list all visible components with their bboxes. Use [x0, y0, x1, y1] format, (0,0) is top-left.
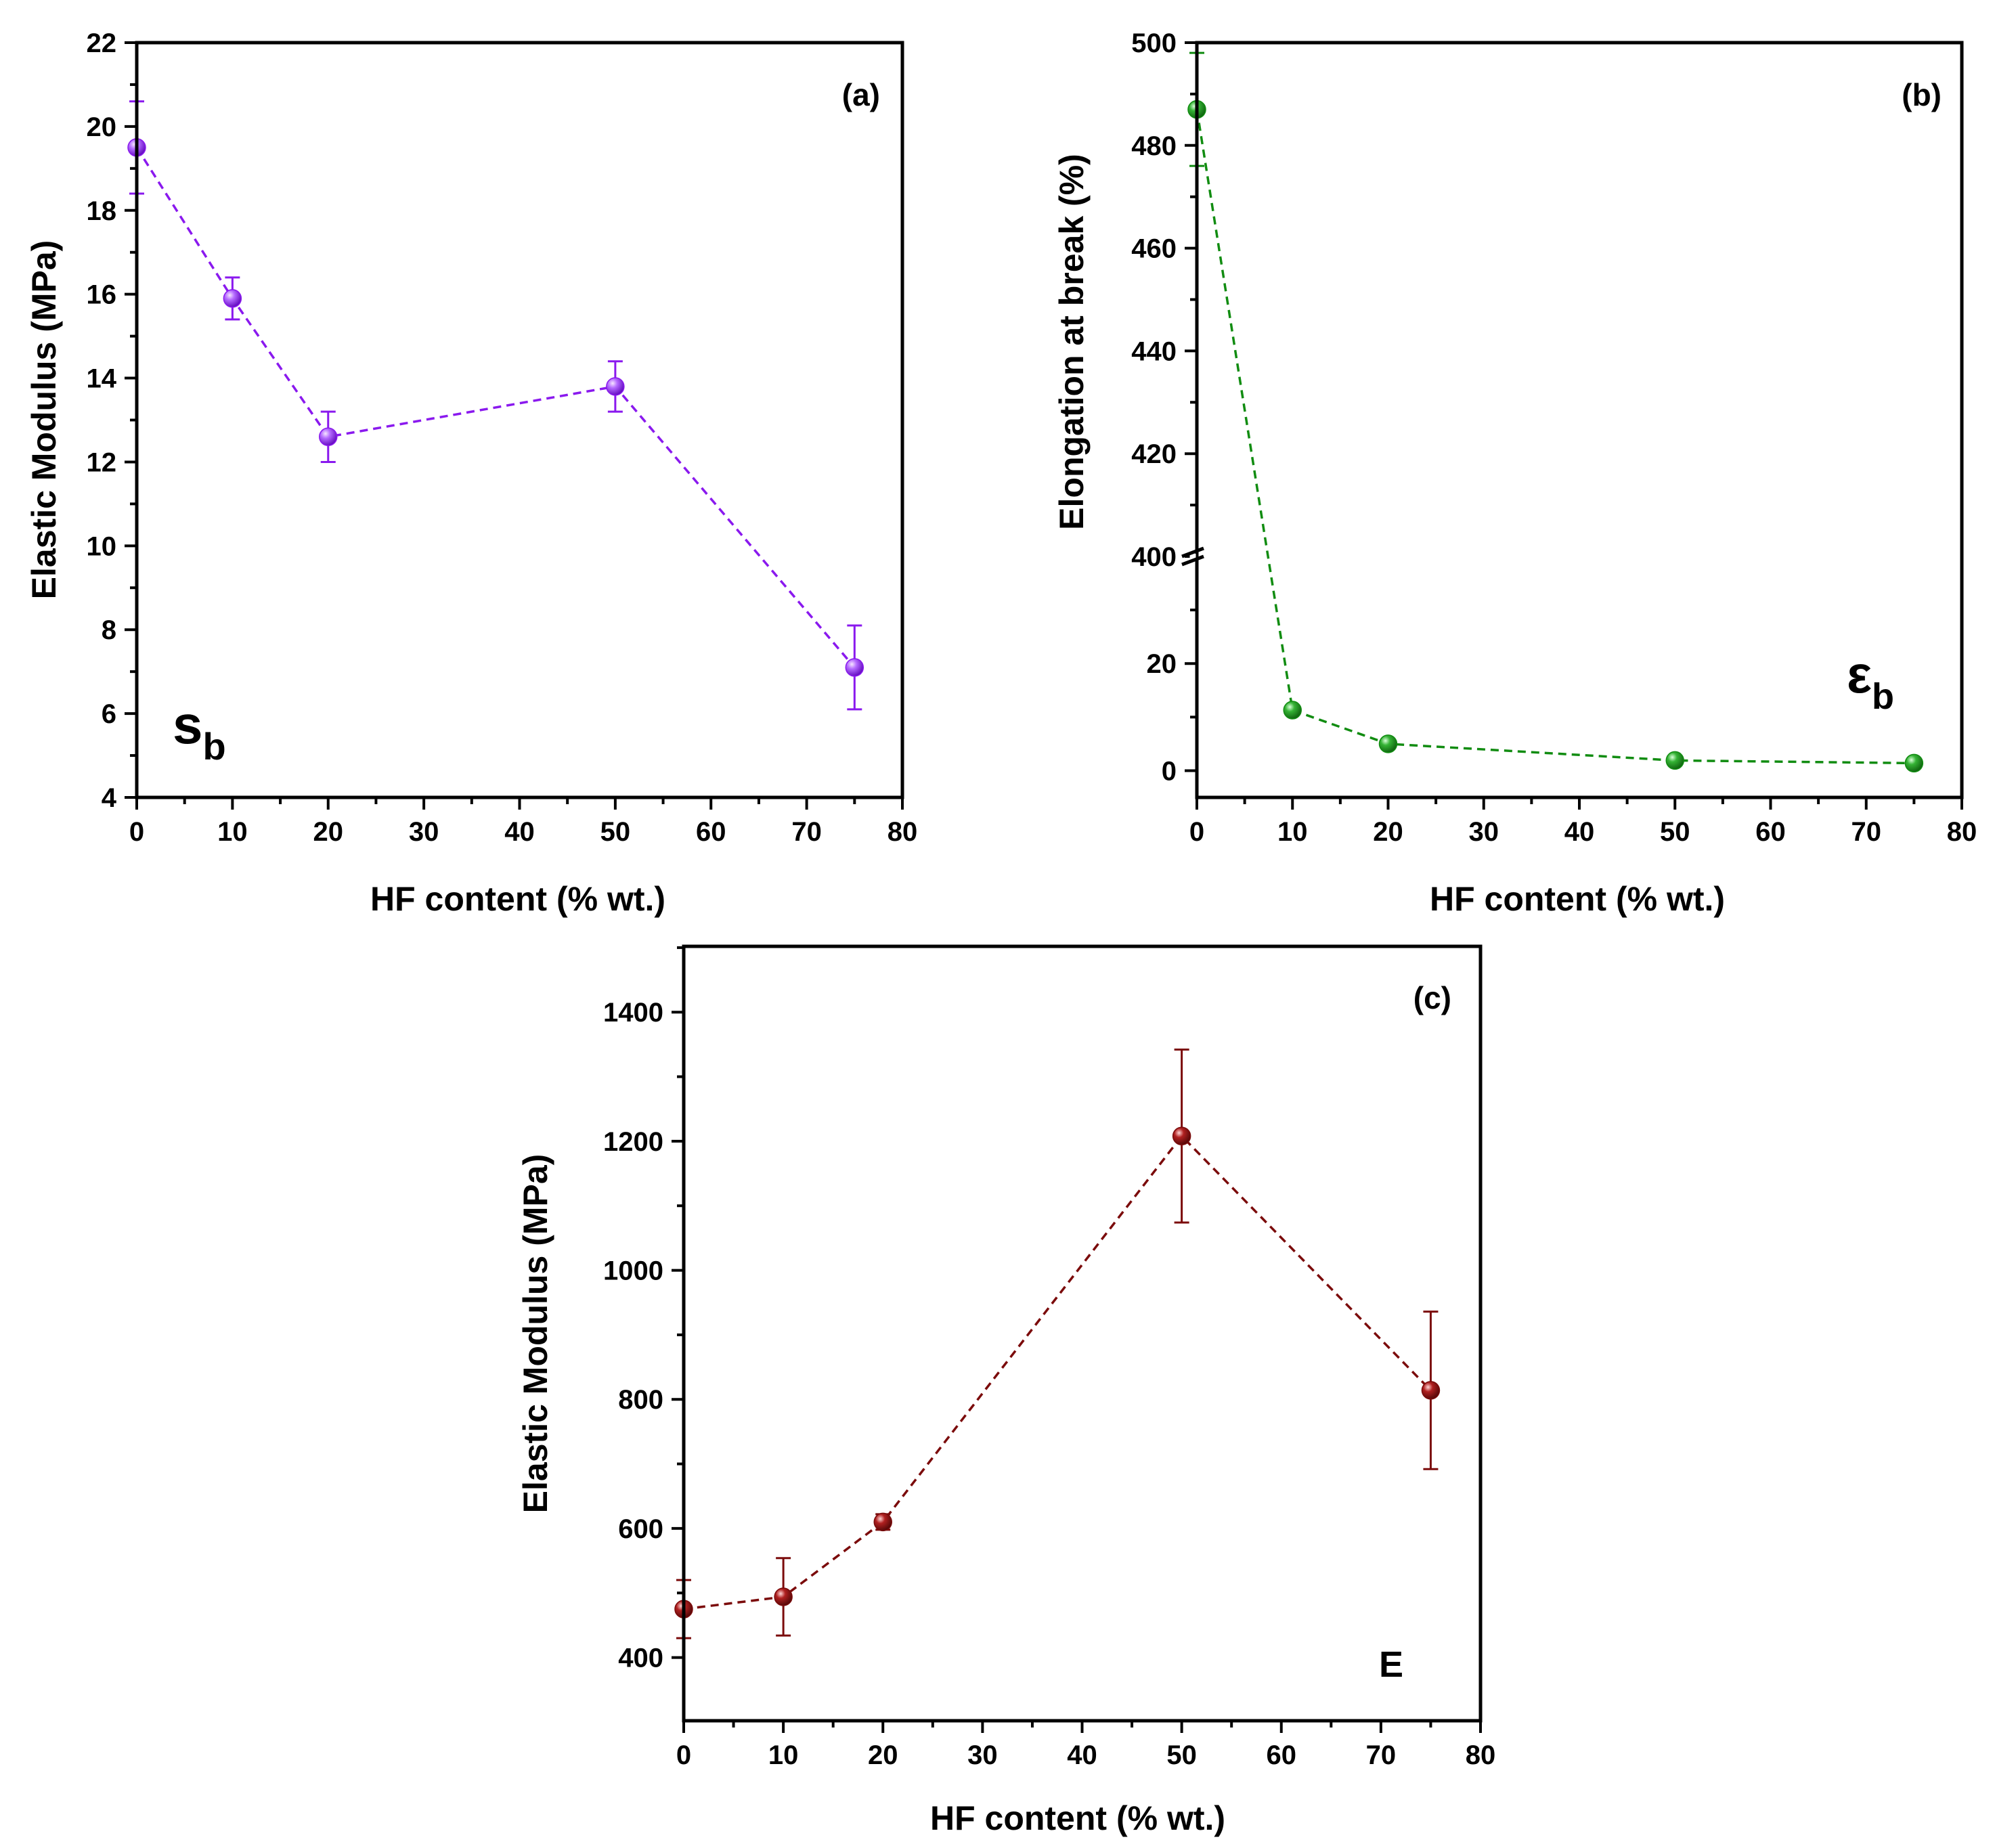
panel-b-y-axis-label: Elongation at break (%) — [1053, 154, 1091, 530]
x-tick-label: 30 — [409, 817, 439, 847]
series-line — [1197, 110, 1914, 764]
y-tick-label: 460 — [1131, 234, 1177, 264]
panel-b-label: (b) — [1902, 77, 1942, 112]
data-point — [223, 290, 241, 307]
x-tick-label: 20 — [1373, 817, 1403, 847]
x-tick-label: 10 — [217, 817, 248, 847]
y-tick-label: 0 — [1162, 756, 1177, 786]
y-tick-label: 600 — [618, 1514, 663, 1544]
y-tick-label: 440 — [1131, 336, 1177, 366]
y-tick-label: 16 — [87, 280, 117, 310]
panel-c-series — [675, 1050, 1439, 1638]
y-tick-label: 420 — [1131, 439, 1177, 469]
panel-c-ticks: 0 10 20 30 40 50 60 70 80 400 600 800 1000 1200 1400 — [603, 948, 1495, 1770]
data-point — [320, 428, 337, 445]
panel-a-label: (a) — [842, 77, 880, 112]
y-tick-label: 400 — [618, 1644, 663, 1673]
y-tick-label: 1400 — [603, 998, 663, 1028]
data-point — [1666, 751, 1684, 769]
y-tick-label: 12 — [87, 447, 117, 477]
y-tick-label: 20 — [87, 112, 117, 142]
panel-b-x-axis-label: HF content (% wt.) — [1430, 880, 1725, 918]
x-tick-label: 50 — [1166, 1740, 1197, 1770]
data-point — [846, 659, 863, 676]
data-point — [774, 1588, 792, 1606]
x-tick-label: 80 — [887, 817, 918, 847]
x-tick-label: 0 — [676, 1740, 691, 1770]
y-tick-label: 18 — [87, 196, 117, 226]
x-tick-label: 60 — [1267, 1740, 1297, 1770]
x-tick-label: 10 — [768, 1740, 799, 1770]
series-line — [137, 148, 854, 667]
x-tick-label: 70 — [1366, 1740, 1397, 1770]
panel-a: 0 10 20 30 40 50 60 70 80 4 6 8 10 12 14 16 18 20 22 (a) s… — [25, 28, 917, 918]
x-tick-label: 20 — [868, 1740, 898, 1770]
data-point — [1284, 701, 1301, 719]
y-tick-label: 6 — [102, 699, 116, 729]
y-tick-label: 800 — [618, 1385, 663, 1415]
panel-c-label: (c) — [1413, 980, 1451, 1015]
x-tick-label: 40 — [1067, 1740, 1097, 1770]
x-tick-label: 40 — [1564, 817, 1595, 847]
x-tick-label: 20 — [313, 817, 344, 847]
panel-b-series — [1188, 53, 1923, 772]
y-tick-label: 22 — [87, 28, 117, 58]
x-tick-label: 60 — [696, 817, 726, 847]
panel-c: 0 10 20 30 40 50 60 70 80 400 600 800 1000 1200 1400 (… — [517, 946, 1495, 1837]
panel-b-symbol: εb — [1847, 644, 1894, 717]
y-tick-label: 500 — [1131, 28, 1177, 58]
y-tick-label: 8 — [102, 615, 116, 645]
data-point — [874, 1513, 892, 1531]
panel-c-y-axis-label: Elastic Modulus (MPa) — [517, 1154, 554, 1514]
data-point — [1173, 1127, 1191, 1145]
x-tick-label: 30 — [967, 1740, 998, 1770]
panel-b: 0 10 20 30 40 50 60 70 80 0 20 400 420 440 460 480 500 (… — [1053, 28, 1977, 918]
x-tick-label: 0 — [129, 817, 144, 847]
y-tick-label: 20 — [1147, 649, 1177, 679]
panel-b-axis-break — [1182, 548, 1204, 565]
y-tick-label: 1200 — [603, 1127, 663, 1157]
figure: 0 10 20 30 40 50 60 70 80 4 6 8 10 12 14 16 18 20 22 (a) s… — [0, 0, 1995, 1848]
x-tick-label: 50 — [600, 817, 631, 847]
panel-c-plot-frame — [684, 946, 1481, 1721]
panel-c-x-axis-label: HF content (% wt.) — [930, 1799, 1225, 1837]
panel-a-symbol: sb — [173, 695, 226, 768]
x-tick-label: 50 — [1660, 817, 1690, 847]
x-tick-label: 60 — [1755, 817, 1786, 847]
data-point — [1905, 754, 1923, 772]
panel-a-ticks: 0 10 20 30 40 50 60 70 80 4 6 8 10 12 14 16 18 20 22 — [87, 28, 918, 847]
x-tick-label: 10 — [1277, 817, 1308, 847]
panel-a-series — [128, 102, 863, 709]
y-tick-label: 1000 — [603, 1256, 663, 1286]
x-tick-label: 70 — [1851, 817, 1882, 847]
x-tick-label: 70 — [791, 817, 822, 847]
panel-a-y-axis-label: Elastic Modulus (MPa) — [25, 240, 63, 600]
panel-b-ticks: 0 10 20 30 40 50 60 70 80 0 20 400 420 440 460 480 500 — [1131, 28, 1977, 847]
panel-c-symbol: E — [1379, 1644, 1403, 1685]
panel-a-plot-frame — [137, 43, 902, 797]
data-point — [1380, 735, 1397, 753]
y-tick-label: 4 — [102, 783, 117, 813]
y-tick-label: 14 — [87, 364, 117, 394]
data-point — [1422, 1382, 1439, 1399]
y-tick-label: 480 — [1131, 131, 1177, 161]
panel-a-x-axis-label: HF content (% wt.) — [370, 880, 665, 918]
y-tick-label: 10 — [87, 531, 117, 561]
x-tick-label: 0 — [1189, 817, 1204, 847]
x-tick-label: 80 — [1947, 817, 1977, 847]
x-tick-label: 40 — [504, 817, 535, 847]
series-line — [684, 1136, 1430, 1609]
data-point — [607, 378, 624, 395]
x-tick-label: 30 — [1469, 817, 1499, 847]
x-tick-label: 80 — [1466, 1740, 1496, 1770]
y-tick-label: 400 — [1131, 542, 1177, 572]
